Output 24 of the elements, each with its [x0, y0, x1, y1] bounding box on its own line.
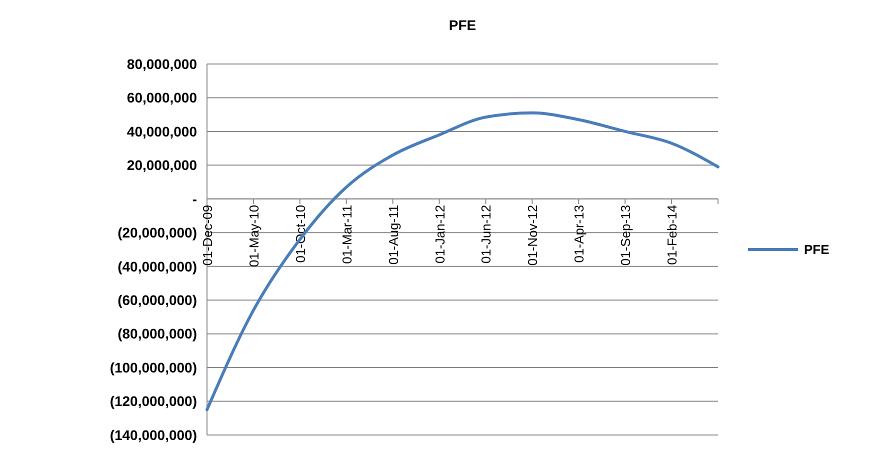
x-tick-label: 01-Jan-12 — [432, 204, 448, 264]
x-tick-label: 01-Apr-13 — [572, 204, 587, 263]
y-tick-label: 80,000,000 — [126, 56, 198, 72]
y-tick-label: 60,000,000 — [126, 90, 198, 106]
y-tick-label: - — [192, 190, 198, 207]
x-tick-label: 01-May-10 — [246, 204, 262, 268]
x-tick-label: 01-Jun-12 — [478, 204, 494, 264]
legend-label: PFE — [804, 242, 830, 258]
y-tick-label: (60,000,000) — [118, 292, 197, 308]
x-tick-label: 01-Mar-11 — [339, 204, 354, 264]
x-tick-label: 01-Aug-11 — [386, 204, 401, 265]
x-tick-label: 01-Sep-13 — [618, 204, 634, 266]
y-tick-label: (20,000,000) — [118, 224, 197, 241]
y-tick-label: (140,000,000) — [110, 426, 197, 443]
x-tick-label: 01-Nov-12 — [525, 204, 540, 266]
y-tick-label: (40,000,000) — [118, 258, 197, 274]
x-tick-label: 01-Feb-14 — [664, 204, 680, 265]
y-tick-label: (80,000,000) — [118, 326, 197, 342]
y-tick-label: (100,000,000) — [110, 359, 197, 376]
chart-title: PFE — [448, 17, 476, 33]
y-tick-label: 40,000,000 — [126, 123, 198, 140]
y-tick-label: 20,000,000 — [126, 157, 198, 174]
x-tick-label: 01-Dec-09 — [200, 204, 215, 266]
y-tick-label: (120,000,000) — [110, 393, 197, 410]
